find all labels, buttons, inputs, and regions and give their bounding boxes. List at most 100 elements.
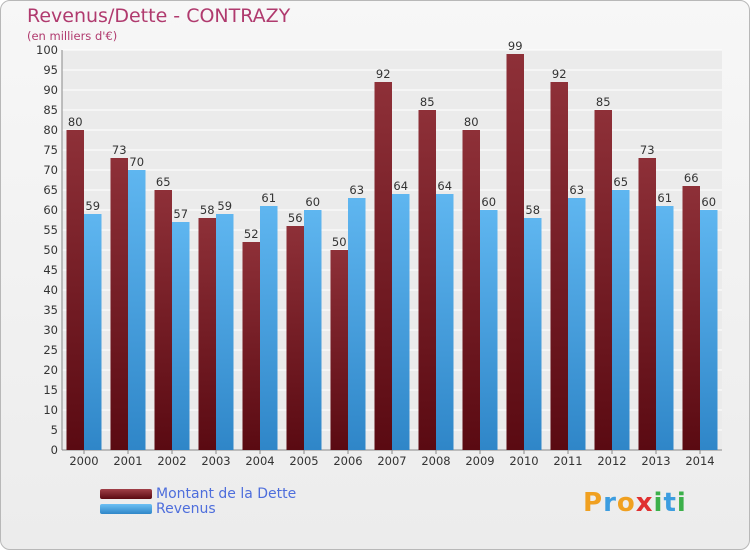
data-label: 85	[420, 95, 435, 109]
y-tick-label: 10	[43, 403, 58, 417]
data-label: 56	[288, 211, 303, 225]
bar-revenus	[260, 206, 278, 450]
x-tick-label: 2011	[553, 454, 582, 468]
bar-revenus	[304, 210, 322, 450]
bar-revenus	[392, 194, 410, 450]
bar-revenus	[348, 198, 366, 450]
data-label: 66	[684, 171, 699, 185]
bar-revenus	[656, 206, 674, 450]
bar-dette	[506, 54, 524, 450]
bar-revenus	[128, 170, 146, 450]
y-tick-label: 65	[43, 183, 58, 197]
legend-item-revenus: Revenus	[100, 501, 216, 517]
data-label: 64	[437, 179, 452, 193]
bar-dette	[242, 242, 260, 450]
x-tick-label: 2007	[377, 454, 406, 468]
y-tick-label: 80	[43, 123, 58, 137]
legend-swatch-revenus	[100, 504, 152, 514]
bar-dette	[462, 130, 480, 450]
x-tick-label: 2003	[201, 454, 230, 468]
y-tick-label: 0	[51, 443, 58, 457]
y-tick-label: 90	[43, 83, 58, 97]
x-tick-label: 2009	[465, 454, 494, 468]
y-tick-label: 35	[43, 303, 58, 317]
data-label: 80	[68, 115, 83, 129]
data-label: 60	[481, 195, 496, 209]
bar-dette	[198, 218, 216, 450]
data-label: 92	[376, 67, 391, 81]
legend-swatch-dette	[100, 489, 152, 499]
bar-dette	[374, 82, 392, 450]
data-label: 60	[305, 195, 320, 209]
data-label: 92	[552, 67, 567, 81]
bar-dette	[66, 130, 84, 450]
bar-revenus	[436, 194, 454, 450]
chart-subtitle: (en milliers d'€)	[27, 29, 118, 43]
bar-dette	[682, 186, 700, 450]
chart-title: Revenus/Dette - CONTRAZY	[27, 5, 291, 27]
bar-revenus	[612, 190, 630, 450]
bar-revenus	[700, 210, 718, 450]
bar-dette	[418, 110, 436, 450]
bar-dette	[550, 82, 568, 450]
y-tick-label: 100	[36, 43, 58, 57]
proxiti-logo: Proxiti	[583, 488, 687, 518]
x-tick-label: 2012	[597, 454, 626, 468]
data-label: 52	[244, 227, 259, 241]
data-label: 73	[640, 143, 655, 157]
x-tick-label: 2004	[245, 454, 274, 468]
bar-dette	[638, 158, 656, 450]
data-label: 70	[129, 155, 144, 169]
logo-letter: r	[603, 488, 617, 518]
legend-label-revenus: Revenus	[156, 501, 216, 517]
logo-letter: o	[616, 488, 636, 518]
y-tick-label: 95	[43, 63, 58, 77]
data-label: 61	[657, 191, 672, 205]
logo-letter: i	[653, 488, 664, 518]
x-tick-label: 2013	[641, 454, 670, 468]
bar-revenus	[480, 210, 498, 450]
x-tick-label: 2010	[509, 454, 538, 468]
x-tick-label: 2001	[113, 454, 142, 468]
y-tick-label: 75	[43, 143, 58, 157]
y-tick-label: 20	[43, 363, 58, 377]
y-tick-label: 25	[43, 343, 58, 357]
bar-revenus	[172, 222, 190, 450]
y-tick-label: 60	[43, 203, 58, 217]
data-label: 73	[112, 143, 127, 157]
x-tick-label: 2000	[69, 454, 98, 468]
logo-letter: t	[663, 488, 677, 518]
x-tick-label: 2014	[685, 454, 714, 468]
data-label: 57	[173, 207, 188, 221]
data-label: 60	[701, 195, 716, 209]
x-tick-label: 2008	[421, 454, 450, 468]
logo-letter: i	[676, 488, 687, 518]
data-label: 99	[508, 39, 523, 53]
y-tick-label: 55	[43, 223, 58, 237]
y-tick-label: 15	[43, 383, 58, 397]
bar-dette	[286, 226, 304, 450]
y-tick-label: 5	[51, 423, 58, 437]
bar-revenus	[84, 214, 102, 450]
x-tick-label: 2005	[289, 454, 318, 468]
x-tick-label: 2002	[157, 454, 186, 468]
data-label: 63	[569, 183, 584, 197]
data-label: 58	[200, 203, 215, 217]
logo-letter: x	[635, 488, 654, 518]
bar-dette	[110, 158, 128, 450]
bar-revenus	[568, 198, 586, 450]
bar-revenus	[216, 214, 234, 450]
legend-label-dette: Montant de la Dette	[156, 486, 297, 502]
data-label: 64	[393, 179, 408, 193]
data-label: 85	[596, 95, 611, 109]
data-label: 61	[261, 191, 276, 205]
data-label: 80	[464, 115, 479, 129]
x-tick-label: 2006	[333, 454, 362, 468]
bar-revenus	[524, 218, 542, 450]
data-label: 63	[349, 183, 364, 197]
data-label: 65	[156, 175, 171, 189]
data-label: 65	[613, 175, 628, 189]
y-tick-label: 85	[43, 103, 58, 117]
data-label: 59	[85, 199, 100, 213]
